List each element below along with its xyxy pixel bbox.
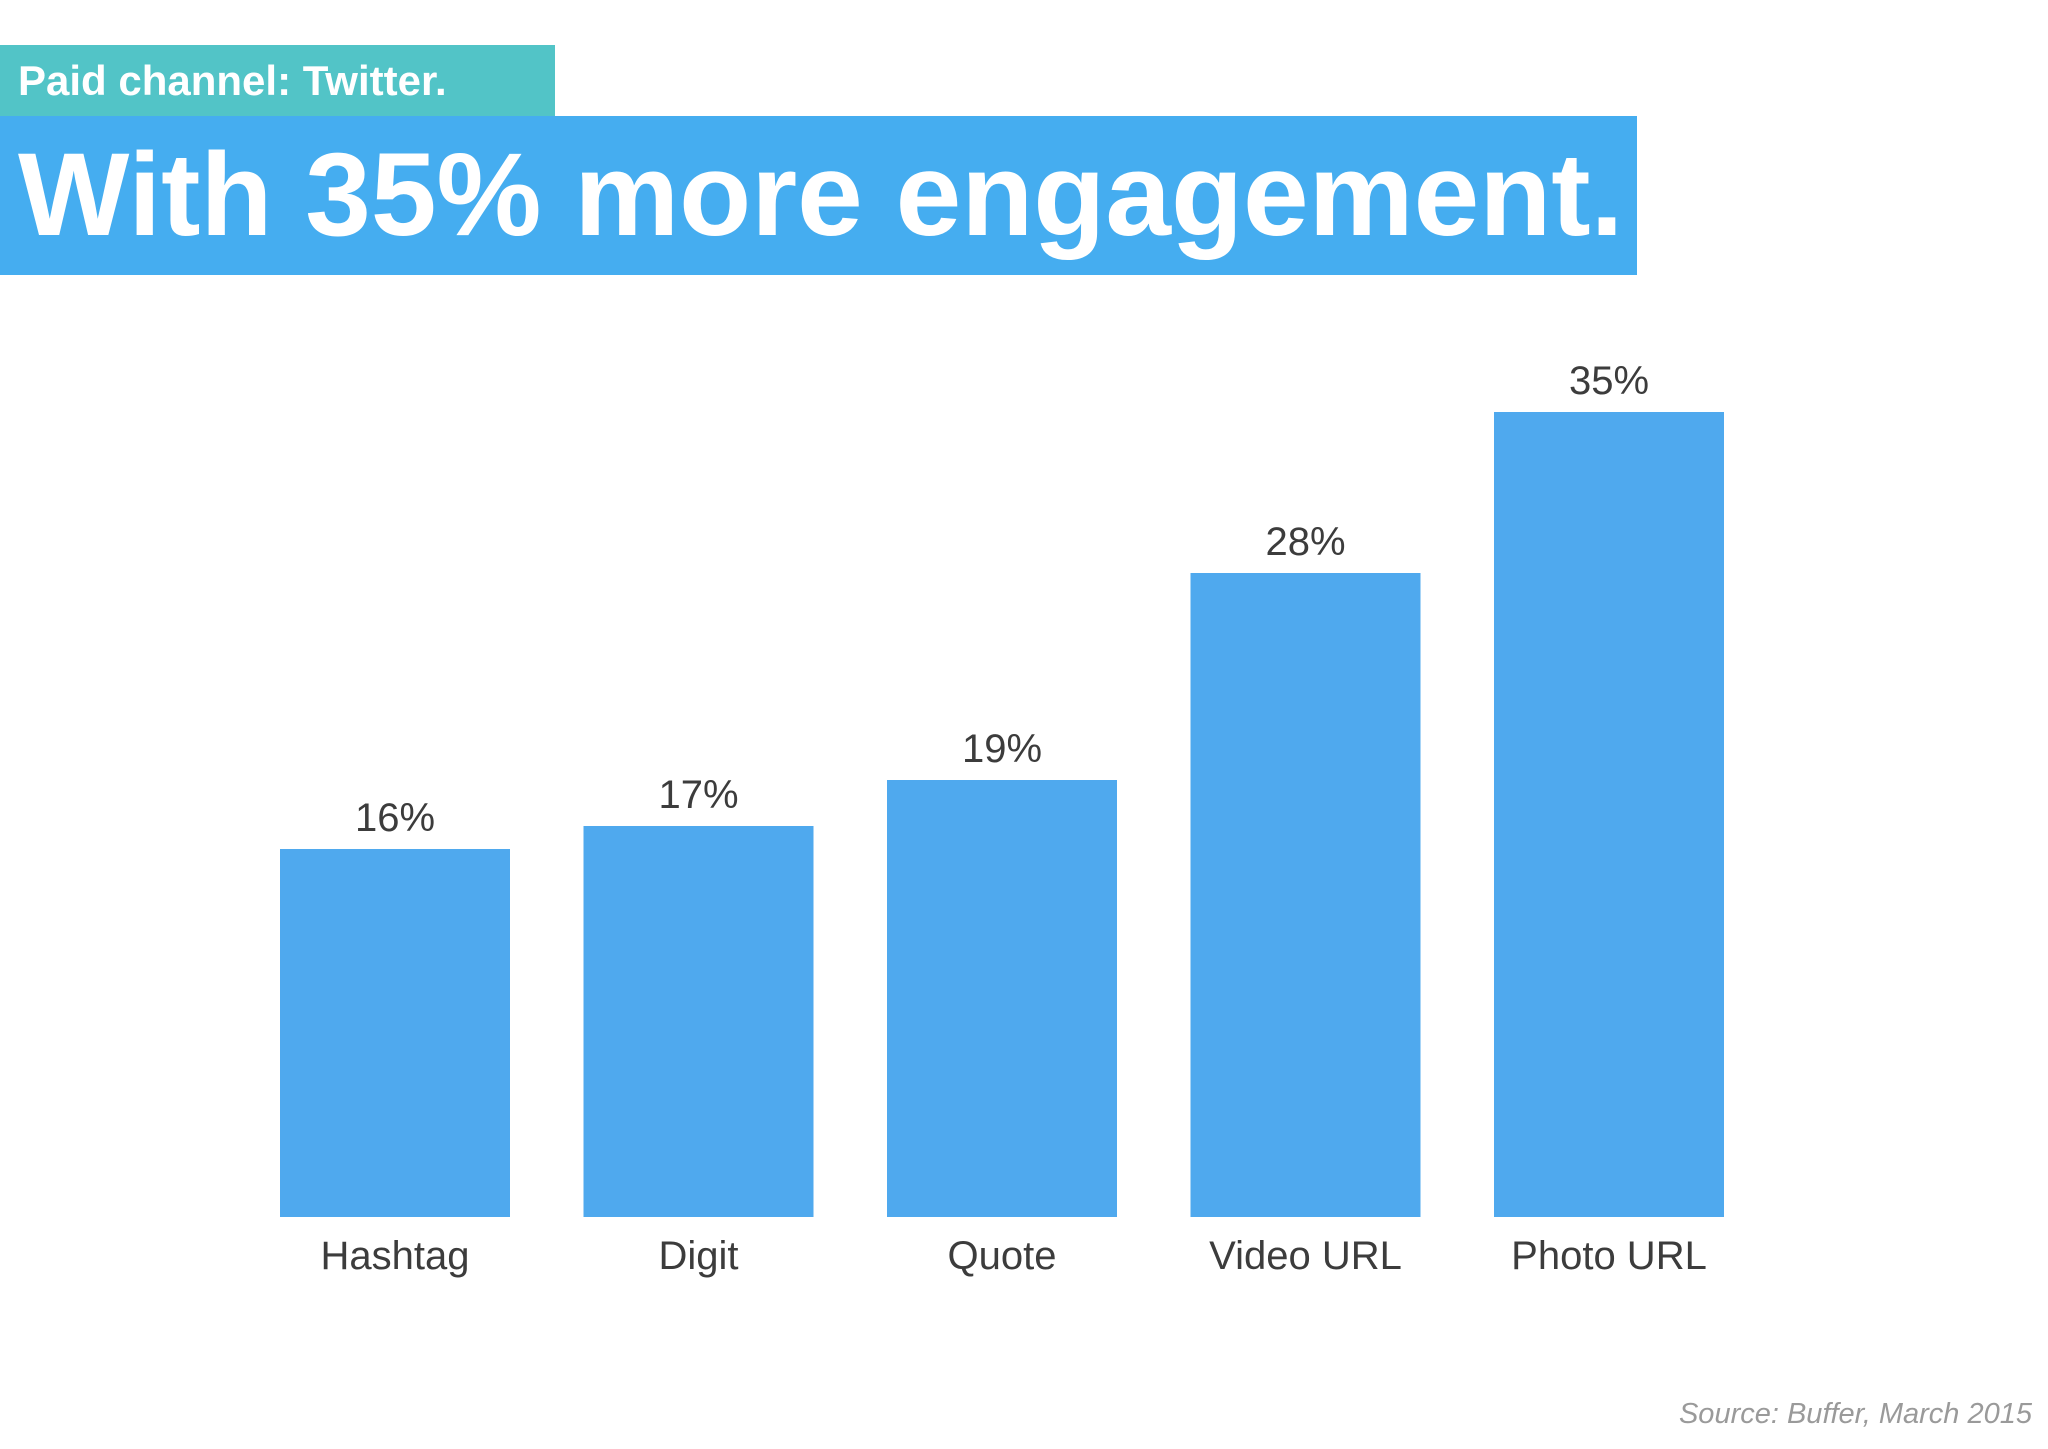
bar-digit: [583, 826, 814, 1217]
bar-hashtag: [280, 849, 510, 1217]
value-label-digit: 17%: [658, 773, 738, 817]
category-label-photo-url: Photo URL: [1511, 1234, 1707, 1278]
value-label-hashtag: 16%: [355, 796, 435, 840]
value-label-video-url: 28%: [1265, 520, 1345, 564]
value-labels-group: 16% 17% 19% 28% 35%: [355, 359, 1649, 840]
category-label-video-url: Video URL: [1209, 1234, 1402, 1278]
value-label-quote: 19%: [962, 727, 1042, 771]
bar-quote: [887, 780, 1117, 1217]
bars-group: [280, 412, 1724, 1217]
bar-video-url: [1190, 573, 1421, 1217]
category-labels-group: Hashtag Digit Quote Video URL Photo URL: [321, 1234, 1707, 1278]
category-label-quote: Quote: [948, 1234, 1057, 1278]
headline: With 35% more engagement.: [0, 116, 1637, 275]
value-label-photo-url: 35%: [1569, 359, 1649, 403]
channel-tag: Paid channel: Twitter.: [0, 45, 555, 117]
bar-photo-url: [1494, 412, 1724, 1217]
category-label-digit: Digit: [658, 1234, 738, 1278]
source-note: Source: Buffer, March 2015: [1678, 1398, 2032, 1430]
category-label-hashtag: Hashtag: [321, 1234, 470, 1278]
